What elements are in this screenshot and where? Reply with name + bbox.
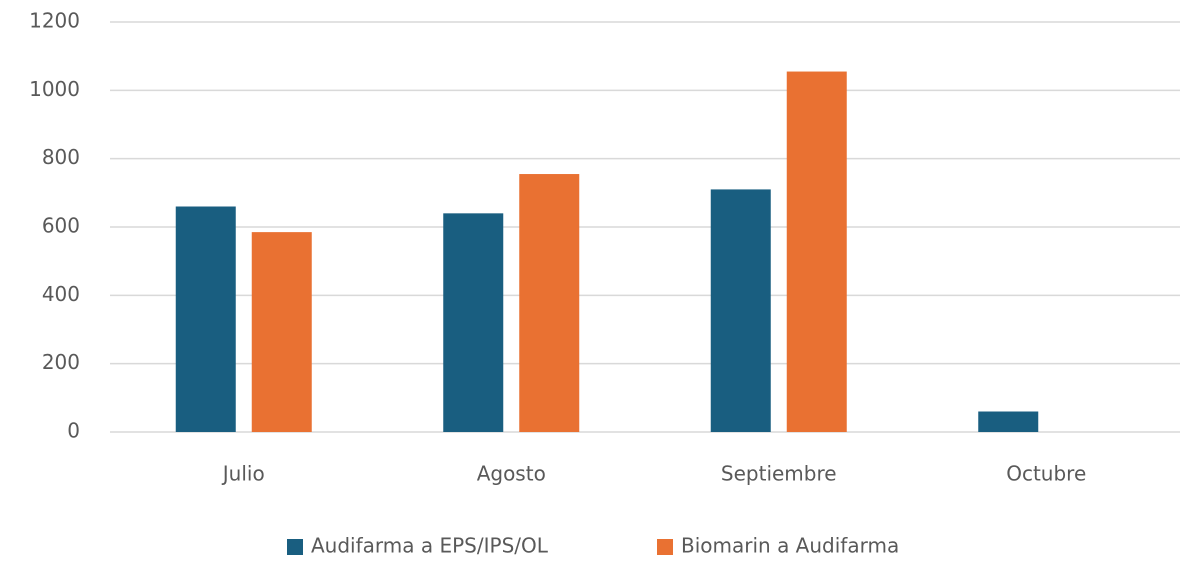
legend-label: Biomarin a Audifarma	[681, 534, 899, 558]
x-tick-label: Septiembre	[721, 462, 837, 486]
x-tick-label: Octubre	[1006, 462, 1086, 486]
legend-swatch	[657, 539, 673, 555]
bar	[175, 206, 236, 432]
x-tick-label: Agosto	[477, 462, 546, 486]
y-tick-label: 800	[42, 145, 80, 169]
legend-label: Audifarma a EPS/IPS/OL	[311, 534, 549, 558]
legend-swatch	[287, 539, 303, 555]
y-tick-label: 1200	[29, 9, 80, 33]
y-tick-label: 600	[42, 214, 80, 238]
bar	[443, 213, 504, 432]
y-tick-label: 400	[42, 282, 80, 306]
x-tick-label: Julio	[221, 462, 265, 486]
bar	[978, 411, 1039, 432]
y-tick-label: 0	[67, 419, 80, 443]
bar	[710, 189, 771, 432]
y-tick-label: 1000	[29, 77, 80, 101]
y-tick-label: 200	[42, 350, 80, 374]
bar	[786, 71, 847, 433]
bar	[519, 174, 580, 432]
bar	[251, 232, 312, 432]
